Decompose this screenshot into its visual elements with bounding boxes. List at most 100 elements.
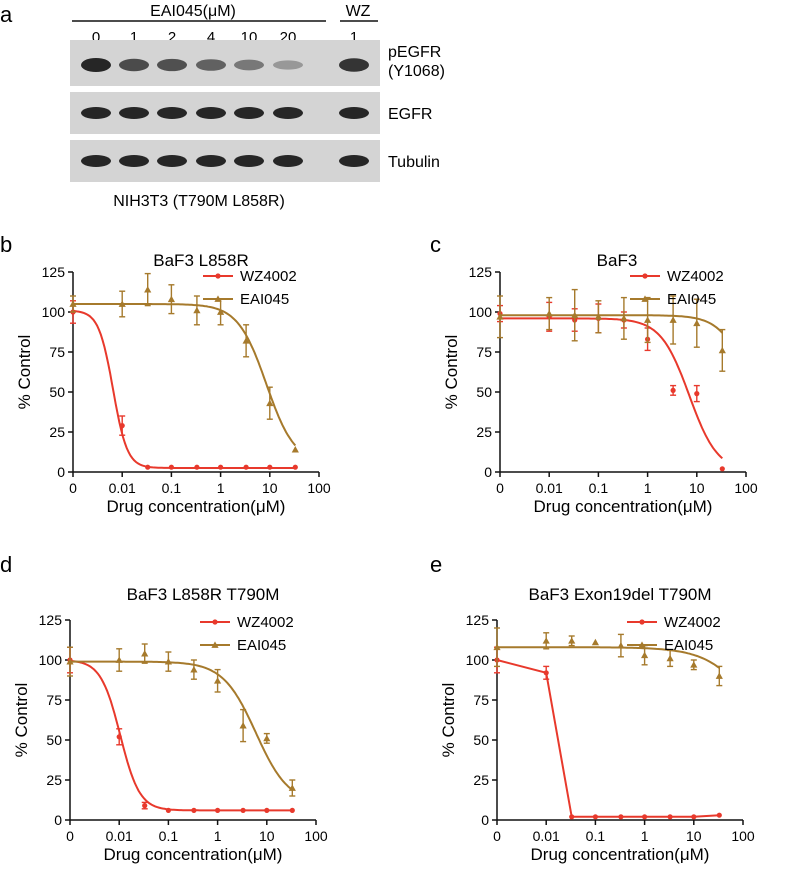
y-axis-label: % Control xyxy=(12,683,31,758)
x-tick-label: 0.1 xyxy=(159,828,179,844)
x-tick-label: 0 xyxy=(496,480,504,496)
x-tick-label: 10 xyxy=(259,828,275,844)
data-point xyxy=(715,672,723,679)
blot-band xyxy=(157,155,187,167)
blot-band xyxy=(273,107,303,119)
data-point xyxy=(66,658,74,665)
legend-label: WZ4002 xyxy=(240,268,297,285)
legend-label: EAI045 xyxy=(667,291,716,308)
eai045-header: EAI045(μM) xyxy=(150,3,236,20)
lane-label: 1 xyxy=(130,29,138,46)
data-point xyxy=(493,643,501,651)
blot-band xyxy=(119,58,149,72)
chart-c: c BaF3 0 25 50 75 100 125 0 0.01 0.1 1 10 100 Drug con… xyxy=(430,232,758,516)
lane-label: 0 xyxy=(92,29,100,46)
x-tick-label: 100 xyxy=(734,480,758,496)
data-point xyxy=(165,807,171,814)
y-tick-label: 50 xyxy=(49,384,65,400)
blot-band xyxy=(273,60,303,70)
blot-band xyxy=(339,107,369,119)
data-point xyxy=(164,658,172,665)
blot-band xyxy=(196,155,226,167)
fit-curve xyxy=(500,317,723,460)
lane-label: 2 xyxy=(168,29,176,46)
blot-rows: pEGFR (Y1068) EGFR Tubulin xyxy=(70,40,445,182)
y-tick-label: 125 xyxy=(466,612,490,628)
x-tick-label: 1 xyxy=(214,828,222,844)
chart-title: BaF3 L858R T790M xyxy=(127,585,280,604)
blot-band xyxy=(81,58,111,72)
series-wz4002: WZ4002 xyxy=(67,614,295,814)
data-point xyxy=(543,670,549,676)
legend-label: EAI045 xyxy=(664,637,713,654)
blot-band xyxy=(157,107,187,119)
blot-band xyxy=(81,107,111,119)
x-tick-label: 10 xyxy=(689,480,705,496)
series-eai045: EAI045 xyxy=(493,627,723,687)
x-tick-label: 0 xyxy=(66,828,74,844)
y-tick-label: 50 xyxy=(473,732,489,748)
x-tick-label: 100 xyxy=(304,828,328,844)
y-tick-label: 75 xyxy=(473,692,489,708)
data-point xyxy=(239,722,247,729)
data-point xyxy=(694,391,700,397)
blot-band xyxy=(119,107,149,119)
data-point xyxy=(214,295,222,302)
data-point xyxy=(69,300,77,307)
data-point xyxy=(669,316,677,323)
y-tick-label: 25 xyxy=(46,772,62,788)
x-axis-label: Drug concentration(μM) xyxy=(531,845,710,864)
wz-header: WZ xyxy=(346,3,371,20)
data-point xyxy=(617,642,625,649)
series-eai045: EAI045 xyxy=(69,272,299,453)
y-tick-label: 50 xyxy=(46,732,62,748)
data-point xyxy=(569,814,575,820)
data-point xyxy=(690,661,698,668)
data-point xyxy=(145,464,151,470)
y-tick-label: 100 xyxy=(469,304,493,320)
blot-band xyxy=(273,155,303,167)
panel-label: e xyxy=(430,552,442,577)
data-point xyxy=(115,656,123,663)
data-point xyxy=(141,650,149,657)
x-axis-label: Drug concentration(μM) xyxy=(107,497,286,516)
x-tick-label: 1 xyxy=(644,480,652,496)
y-tick-label: 0 xyxy=(54,812,62,828)
blot-row: pEGFR (Y1068) xyxy=(70,40,445,86)
data-point xyxy=(591,638,599,646)
x-tick-label: 0.01 xyxy=(533,828,560,844)
data-point xyxy=(116,734,122,740)
data-point xyxy=(215,807,221,814)
data-point xyxy=(266,399,274,407)
data-point xyxy=(666,654,674,662)
panel-label: b xyxy=(0,232,12,257)
data-point xyxy=(718,346,726,354)
data-point xyxy=(289,807,295,814)
legend-label: EAI045 xyxy=(240,291,289,308)
blot-band xyxy=(157,58,187,72)
fit-curve xyxy=(69,659,293,812)
data-point xyxy=(292,464,298,470)
data-point xyxy=(242,337,250,344)
y-tick-label: 0 xyxy=(57,464,65,480)
series-eai045: EAI045 xyxy=(66,637,296,797)
data-point xyxy=(542,637,550,644)
lane-label: 4 xyxy=(207,29,215,46)
y-tick-label: 100 xyxy=(466,652,490,668)
x-axis-label: Drug concentration(μM) xyxy=(104,845,283,864)
blot-row: Tubulin xyxy=(70,140,440,182)
data-point xyxy=(243,464,249,470)
series-eai045: EAI045 xyxy=(496,288,726,372)
data-point xyxy=(119,423,125,429)
y-tick-label: 100 xyxy=(39,652,63,668)
legend-label: EAI045 xyxy=(237,637,286,654)
data-point xyxy=(193,306,201,314)
blot-row-label-sub: (Y1068) xyxy=(388,63,445,80)
x-tick-label: 0.1 xyxy=(586,828,606,844)
data-point xyxy=(641,295,649,302)
x-tick-label: 1 xyxy=(217,480,225,496)
data-point xyxy=(118,300,126,307)
y-tick-label: 75 xyxy=(49,344,65,360)
chart-b: b BaF3 L858R 0 25 50 75 100 125 0 0.01 0.1 1 10 100 Dr… xyxy=(0,232,331,516)
